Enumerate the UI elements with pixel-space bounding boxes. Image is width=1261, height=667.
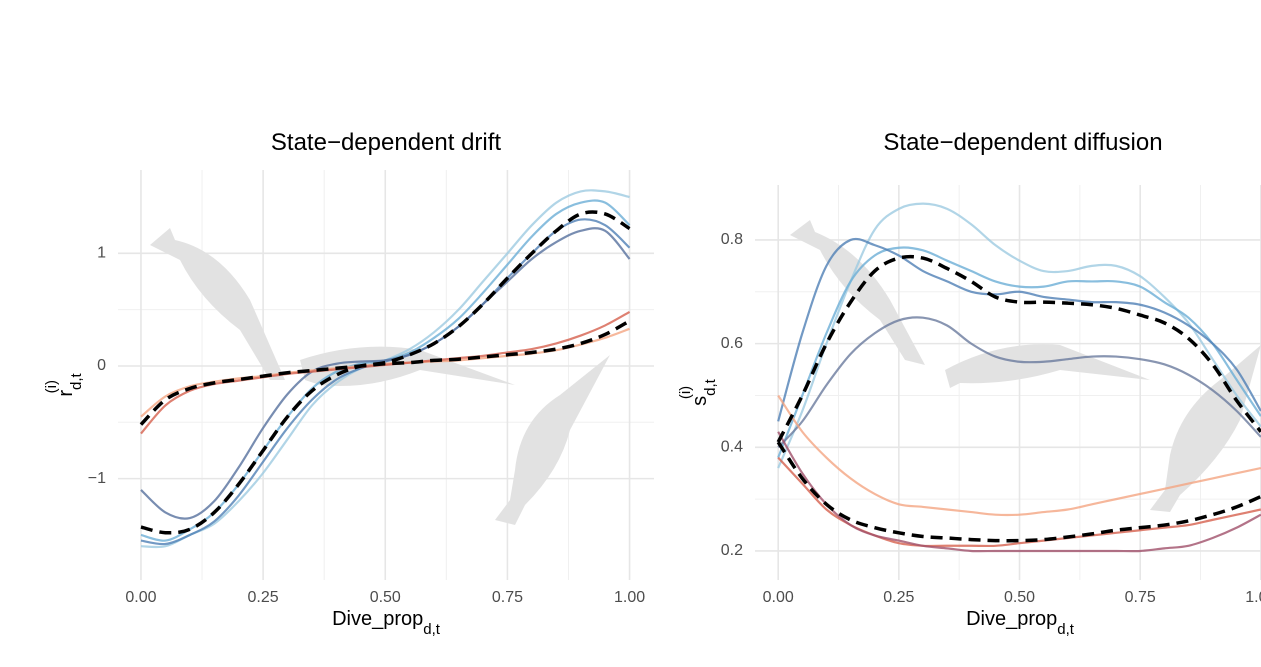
label-base: Dive_prop (332, 608, 423, 630)
x-tick-label: 0.75 (492, 589, 523, 606)
y-tick-label: 0.2 (721, 542, 743, 559)
narwhal (150, 228, 285, 380)
label-base: Dive_prop (966, 608, 1057, 630)
x-tick-label: 0.25 (883, 589, 914, 606)
y-tick-label: 0 (97, 357, 106, 374)
y-tick-label: 0.6 (721, 335, 743, 352)
narwhal (495, 355, 610, 525)
chart-title: State−dependent diffusion (883, 129, 1162, 156)
y-tick-label: 1 (97, 245, 106, 262)
x-tick-label: 1.00 (1245, 589, 1261, 606)
label-sub: d,t (702, 378, 719, 396)
narwhal (945, 344, 1150, 388)
x-tick-label: 0.00 (763, 589, 794, 606)
data-layer: 0.00 0.25 0.50 0.75 1.00 −1 0 1 State−dependent … (43, 129, 1261, 638)
y-tick-label: −1 (88, 470, 106, 487)
y-axis-label: rd,t(i) (43, 372, 85, 396)
page: 0.00 0.25 0.50 0.75 1.00 −1 0 1 State−dependent … (0, 0, 1261, 667)
label-sup: (i) (43, 380, 60, 393)
grid-layer (118, 170, 1261, 580)
x-tick-label: 1.00 (614, 589, 645, 606)
y-axis-label: sd,t(i) (677, 378, 719, 406)
x-axis-label: Dive_propd,t (332, 608, 441, 638)
x-tick-label: 0.00 (125, 589, 156, 606)
x-axis-label: Dive_propd,t (966, 608, 1075, 638)
chart-title: State−dependent drift (271, 129, 502, 156)
y-tick-label: 0.8 (721, 231, 743, 248)
label-sub: d,t (1057, 621, 1075, 638)
x-tick-label: 0.75 (1125, 589, 1156, 606)
figure: 0.00 0.25 0.50 0.75 1.00 −1 0 1 State−dependent … (0, 0, 1261, 667)
y-tick-label: 0.4 (721, 439, 743, 456)
x-tick-label: 0.50 (370, 589, 401, 606)
x-tick-label: 0.50 (1004, 589, 1035, 606)
x-tick-label: 0.25 (248, 589, 279, 606)
label-sub: d,t (423, 621, 441, 638)
label-sup: (i) (677, 386, 694, 399)
label-sub: d,t (68, 372, 85, 390)
narwhal (1150, 345, 1261, 512)
